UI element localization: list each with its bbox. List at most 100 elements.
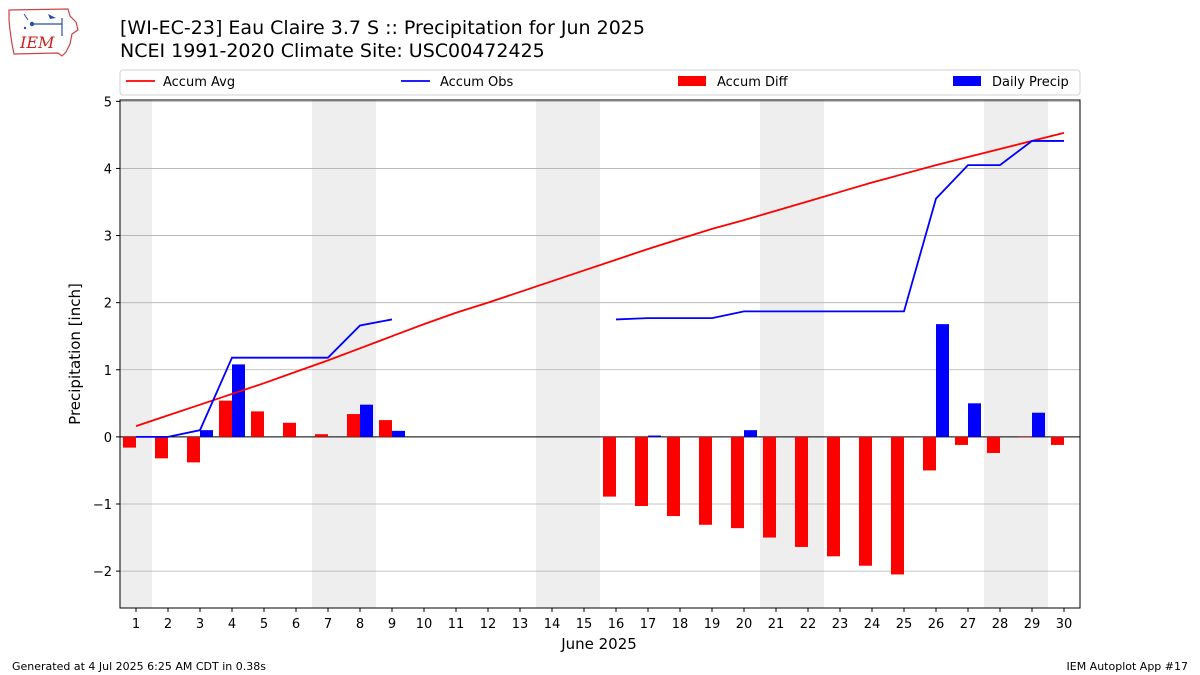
x-tick-label: 2 xyxy=(164,617,172,632)
accum-lines xyxy=(135,132,1065,438)
accum-diff-bar-day-6 xyxy=(283,422,296,437)
accum-diff-bar-day-9 xyxy=(379,420,392,437)
x-tick-label: 24 xyxy=(864,617,881,632)
iowa-state-outline xyxy=(8,8,79,57)
daily-precip-bar-day-9 xyxy=(392,430,405,437)
x-tick-label: 1 xyxy=(132,617,140,632)
y-tick-label: 2 xyxy=(104,297,112,312)
weekend-shade-day-1 xyxy=(120,100,152,608)
accum-diff-bar-day-21 xyxy=(763,436,776,538)
x-tick-label: 15 xyxy=(576,617,593,632)
weekend-shade-day-7 xyxy=(312,100,344,608)
x-tick-label: 22 xyxy=(800,617,817,632)
x-tick-label: 25 xyxy=(896,617,913,632)
accum-diff-bar-day-2 xyxy=(155,436,168,459)
weekend-shade-day-29 xyxy=(1016,100,1048,608)
iem-logo: IEM xyxy=(8,8,79,57)
accum-diff-bar-day-8 xyxy=(347,414,360,437)
accum-obs-line-segment-2 xyxy=(615,140,1064,321)
x-tick-label: 4 xyxy=(228,617,236,632)
x-tick-label: 9 xyxy=(388,617,396,632)
accum-diff-bar-day-29 xyxy=(1019,436,1032,438)
chart-subtitle: NCEI 1991-2020 Climate Site: USC00472425 xyxy=(120,40,545,62)
x-tick-label: 12 xyxy=(480,617,497,632)
y-tick-label: 3 xyxy=(104,230,112,245)
horizontal-gridlines xyxy=(120,100,1080,572)
generated-timestamp: Generated at 4 Jul 2025 6:25 AM CDT in 0… xyxy=(12,660,266,673)
x-tick-label: 16 xyxy=(608,617,625,632)
accum-diff-bar-day-4 xyxy=(219,400,232,437)
legend-label-accum-obs: Accum Obs xyxy=(440,75,513,90)
accum-diff-bar-day-25 xyxy=(891,436,904,575)
legend: Accum Avg Accum Obs Accum Diff Daily Precip xyxy=(119,69,1081,96)
x-tick-label: 13 xyxy=(512,617,529,632)
weekend-shade-day-15 xyxy=(568,100,600,608)
accum-diff-bar-day-16 xyxy=(603,436,616,497)
daily-precip-bar-day-20 xyxy=(744,430,757,437)
accum-diff-bar-day-18 xyxy=(667,436,680,517)
weekend-shade-day-8 xyxy=(344,100,376,608)
x-axis-ticks: 1 2 3 4 5 6 7 8 9 10 11 12 13 14 15 16 17 18 19 20 21 22 23 24 2… xyxy=(132,608,1072,632)
x-tick-label: 11 xyxy=(448,617,465,632)
x-tick-label: 8 xyxy=(356,617,364,632)
x-tick-label: 29 xyxy=(1024,617,1041,632)
accum-diff-bar-day-19 xyxy=(699,436,712,525)
daily-precip-bar-day-17 xyxy=(648,435,661,437)
daily-precip-bar-day-29 xyxy=(1032,412,1045,437)
accum-diff-bar-day-30 xyxy=(1051,436,1064,445)
accum-diff-bar-day-24 xyxy=(859,436,872,566)
legend-label-accum-diff: Accum Diff xyxy=(717,75,789,90)
x-axis-label: June 2025 xyxy=(560,635,637,653)
accum-obs-line-segment-1 xyxy=(136,318,393,438)
accum-diff-bar-day-23 xyxy=(827,436,840,557)
y-tick-label: 4 xyxy=(104,162,112,177)
daily-precip-bars xyxy=(200,324,1045,437)
daily-precip-bar-day-4 xyxy=(232,364,245,437)
x-tick-label: 19 xyxy=(704,617,721,632)
accum-diff-bar-day-22 xyxy=(795,436,808,547)
legend-box xyxy=(119,69,1081,96)
accum-diff-bar-day-20 xyxy=(731,436,744,529)
daily-precip-bar-day-26 xyxy=(936,324,949,437)
x-tick-label: 28 xyxy=(992,617,1009,632)
x-tick-label: 17 xyxy=(640,617,657,632)
y-axis-ticks: −2 −1 0 1 2 3 4 5 xyxy=(93,95,120,580)
y-tick-label: −1 xyxy=(93,498,112,513)
x-tick-label: 23 xyxy=(832,617,849,632)
daily-precip-bar-day-27 xyxy=(968,403,981,437)
accum-diff-bar-day-17 xyxy=(635,436,648,506)
accum-diff-bar-day-3 xyxy=(187,436,200,463)
x-tick-label: 7 xyxy=(324,617,332,632)
plot-frame xyxy=(119,99,1081,609)
weekend-shade-day-28 xyxy=(984,100,1016,608)
x-tick-label: 5 xyxy=(260,617,268,632)
x-tick-label: 26 xyxy=(928,617,945,632)
weekend-shade-day-14 xyxy=(536,100,568,608)
y-tick-label: 1 xyxy=(104,364,112,379)
x-tick-label: 21 xyxy=(768,617,785,632)
legend-label-accum-avg: Accum Avg xyxy=(163,75,235,90)
y-tick-label: 0 xyxy=(104,431,112,446)
accum-diff-bar-day-26 xyxy=(923,436,936,471)
y-tick-label: −2 xyxy=(93,565,112,580)
accum-diff-bar-day-5 xyxy=(251,411,264,437)
x-tick-label: 6 xyxy=(292,617,300,632)
weekend-shading xyxy=(120,100,1048,608)
legend-swatch-daily-precip xyxy=(953,76,981,86)
x-tick-label: 14 xyxy=(544,617,561,632)
iem-logo-text: IEM xyxy=(19,33,55,52)
x-tick-label: 30 xyxy=(1056,617,1073,632)
accum-diff-bar-day-27 xyxy=(955,436,968,445)
chart-title: [WI-EC-23] Eau Claire 3.7 S :: Precipita… xyxy=(120,17,645,39)
legend-swatch-accum-diff xyxy=(678,76,706,86)
accum-avg-line xyxy=(135,132,1065,427)
accum-diff-bars xyxy=(123,400,1064,575)
accum-diff-bar-day-1 xyxy=(123,436,136,448)
x-tick-label: 18 xyxy=(672,617,689,632)
x-tick-label: 3 xyxy=(196,617,204,632)
x-tick-label: 10 xyxy=(416,617,433,632)
x-tick-label: 27 xyxy=(960,617,977,632)
daily-precip-bar-day-8 xyxy=(360,404,373,437)
accum-diff-bar-day-28 xyxy=(987,436,1000,453)
